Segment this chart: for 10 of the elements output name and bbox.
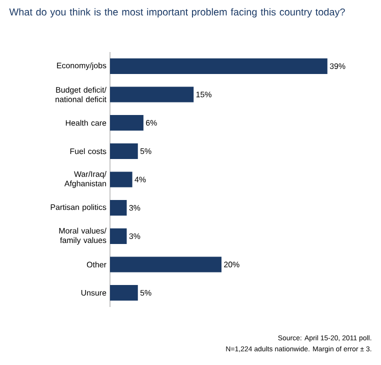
bar bbox=[110, 256, 222, 272]
bar bbox=[110, 86, 194, 102]
bar bbox=[110, 200, 127, 216]
bar bbox=[110, 58, 328, 74]
bar bbox=[110, 172, 132, 188]
bar bbox=[110, 143, 138, 159]
bar bbox=[110, 285, 138, 301]
chart-title: What do you think is the most important problem facing this country today? bbox=[9, 8, 345, 18]
bar bbox=[110, 228, 127, 244]
bar bbox=[110, 115, 144, 131]
